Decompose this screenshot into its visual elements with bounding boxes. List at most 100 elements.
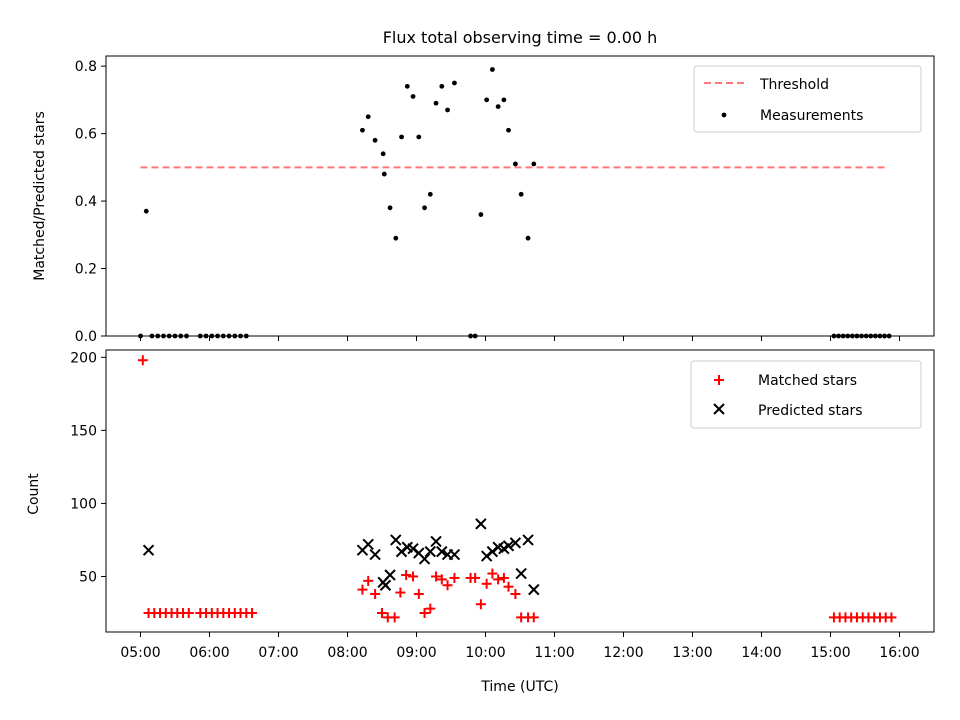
count-plot-area xyxy=(137,355,897,623)
matched-star-point xyxy=(247,608,258,619)
count-panel: 50 100 150 200 05:00 06:00 07:00 08:00 09:00 10:… xyxy=(26,349,935,695)
predicted-star-point xyxy=(448,548,461,561)
matched-star-point xyxy=(431,571,442,582)
measurement-point xyxy=(478,212,484,217)
measurement-point xyxy=(525,235,531,241)
matched-legend-label: Matched stars xyxy=(758,373,857,389)
measurement-point xyxy=(422,205,427,211)
time-x-tick-label: 09:00 xyxy=(396,645,436,661)
measurement-point xyxy=(387,205,393,211)
measurement-point xyxy=(410,94,416,99)
time-x-tick-label: 06:00 xyxy=(189,645,229,661)
ratio-y-tick-label: 0.6 xyxy=(75,127,97,143)
matched-star-point xyxy=(137,355,148,366)
measurement-point xyxy=(518,191,524,197)
count-y-axis: 50 100 150 200 xyxy=(70,350,106,585)
measurement-point xyxy=(495,104,501,110)
matched-star-point xyxy=(413,589,424,600)
matched-star-point xyxy=(425,603,436,614)
predicted-star-point xyxy=(362,538,374,551)
time-x-tick-label: 11:00 xyxy=(534,645,574,661)
matched-star-point xyxy=(886,612,897,623)
ratio-y-tick-label: 0.4 xyxy=(75,194,97,210)
measurement-point xyxy=(501,97,507,103)
figure-title: Flux total observing time = 0.00 h xyxy=(383,28,658,47)
matched-star-point xyxy=(377,608,387,619)
measurement-point xyxy=(484,97,490,103)
matched-star-point xyxy=(436,574,447,585)
predicted-star-point xyxy=(369,548,381,561)
measurement-point xyxy=(490,67,495,72)
measurement-point xyxy=(381,171,387,177)
matched-star-point xyxy=(363,575,374,586)
count-y-tick-label: 200 xyxy=(70,350,97,366)
matched-star-point xyxy=(395,587,406,598)
measurement-point xyxy=(143,208,149,214)
ratio-panel-frame xyxy=(105,55,935,337)
time-x-axis-label: Time (UTC) xyxy=(480,679,558,695)
predicted-star-point xyxy=(475,518,487,530)
measurements-legend-swatch xyxy=(721,112,727,118)
measurement-point xyxy=(372,137,378,143)
matched-star-point xyxy=(481,578,492,589)
threshold-legend-label: Threshold xyxy=(759,77,829,93)
measurement-point xyxy=(399,134,404,140)
matched-star-point xyxy=(449,572,460,583)
time-x-tick-label: 10:00 xyxy=(465,645,505,661)
measurement-point xyxy=(365,114,371,120)
predicted-star-point xyxy=(430,535,442,548)
matched-legend-swatch xyxy=(714,375,724,385)
predicted-legend-label: Predicted stars xyxy=(758,403,863,419)
predicted-star-point xyxy=(379,579,392,591)
measurements-legend-label: Measurements xyxy=(760,108,863,124)
measurement-point xyxy=(427,191,433,197)
measurement-point xyxy=(380,151,386,157)
predicted-star-point xyxy=(418,553,431,565)
time-x-tick-label: 13:00 xyxy=(672,645,712,661)
time-x-axis: 05:00 06:00 07:00 08:00 09:00 10:00 11:00 12:00… xyxy=(120,632,920,661)
ratio-legend: Threshold Measurements xyxy=(693,65,922,133)
predicted-star-point xyxy=(424,545,437,558)
matched-star-point xyxy=(389,612,400,623)
matched-star-point xyxy=(528,612,539,623)
count-y-tick-label: 100 xyxy=(70,496,97,512)
measurement-point xyxy=(360,127,365,133)
time-x-tick-label: 15:00 xyxy=(810,645,850,661)
matched-star-point xyxy=(498,572,509,583)
ratio-y-axis: 0.0 0.2 0.4 0.6 0.8 xyxy=(75,59,900,345)
measurement-point xyxy=(439,83,445,89)
time-x-tick-label: 08:00 xyxy=(327,645,367,661)
count-y-tick-label: 50 xyxy=(79,569,97,585)
predicted-star-point xyxy=(509,537,522,549)
predicted-legend-swatch xyxy=(713,403,725,415)
matched-star-point xyxy=(419,608,430,619)
measurement-point xyxy=(445,107,450,113)
predicted-star-point xyxy=(436,545,448,558)
measurement-point xyxy=(452,80,457,86)
measurement-point xyxy=(531,161,537,167)
time-x-tick-label: 05:00 xyxy=(120,645,160,661)
measurement-point xyxy=(506,127,511,133)
matched-star-point xyxy=(510,589,521,600)
predicted-star-point xyxy=(522,534,534,546)
ratio-y-tick-label: 0.8 xyxy=(75,59,97,75)
predicted-star-point xyxy=(528,583,540,596)
time-x-tick-label: 14:00 xyxy=(741,645,781,661)
measurement-point xyxy=(404,83,410,89)
matched-star-point xyxy=(493,574,504,585)
matched-star-point xyxy=(487,568,498,579)
matched-star-point xyxy=(370,589,381,600)
ratio-legend-box xyxy=(693,65,922,133)
matched-star-point xyxy=(401,570,412,581)
predicted-star-point xyxy=(390,534,402,546)
time-x-tick-label: 07:00 xyxy=(258,645,298,661)
matched-star-point xyxy=(442,580,453,591)
ratio-panel: 0.00.20.40.60.8 Matched/Predicted stars … xyxy=(32,55,935,345)
ratio-y-axis-label: Matched/Predicted stars xyxy=(32,111,48,281)
time-x-tick-label: 12:00 xyxy=(603,645,643,661)
count-y-axis-label: Count xyxy=(26,473,42,515)
predicted-star-point xyxy=(502,540,515,552)
measurement-point xyxy=(433,100,439,106)
matched-star-point xyxy=(503,581,514,592)
